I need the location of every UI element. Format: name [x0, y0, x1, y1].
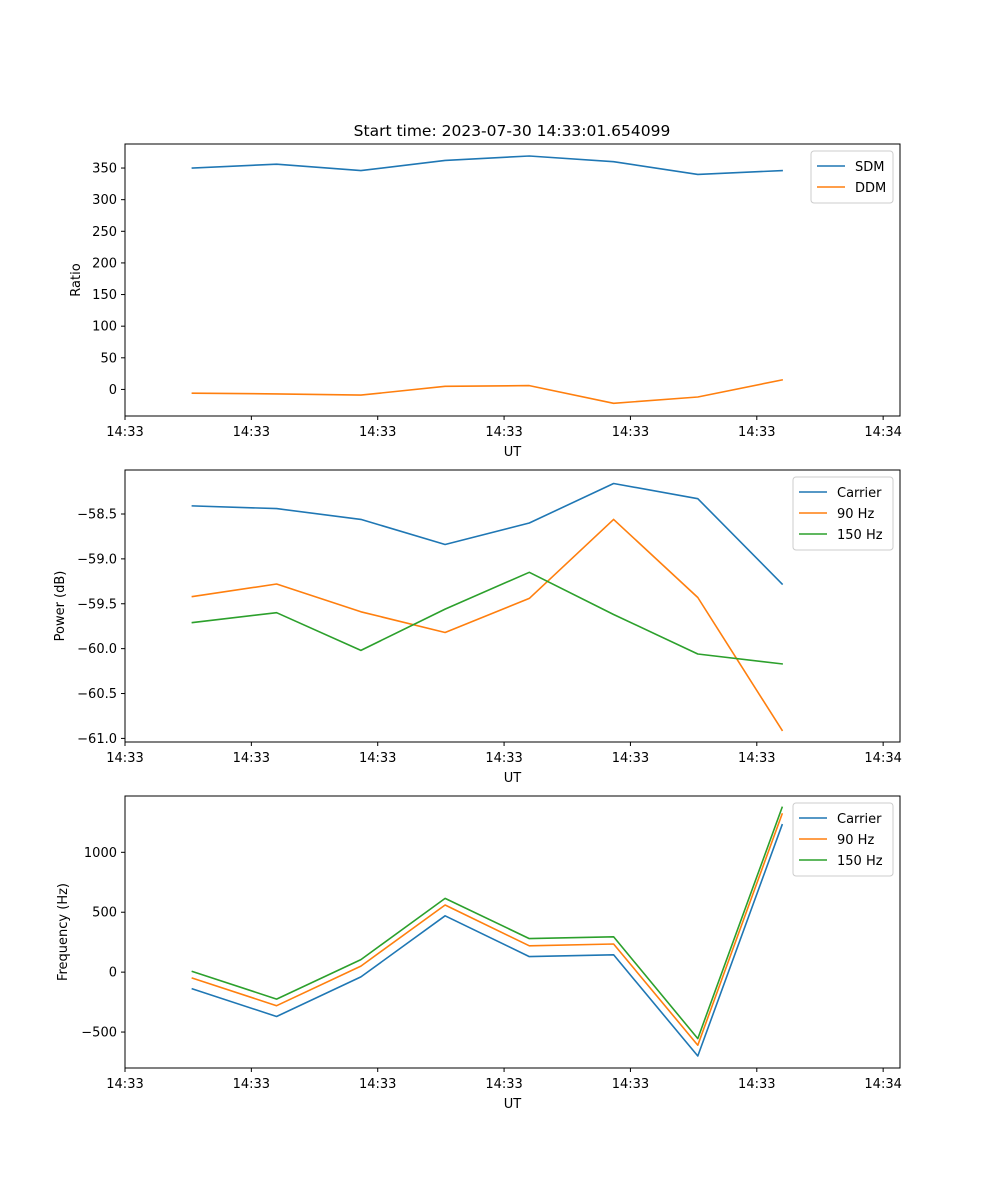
chart-2-legend	[792, 802, 894, 877]
chart-0-ytick-label-0: 0	[109, 383, 117, 398]
chart-0-ytick-label-5: 250	[92, 225, 117, 240]
chart-1-ylabel: Power (dB)	[53, 571, 68, 642]
chart-2-xtick-label-0: 14:33	[106, 1077, 143, 1092]
chart-2-xtick-label-4: 14:33	[612, 1077, 649, 1092]
chart-0-ytick-label-2: 100	[92, 320, 117, 335]
chart-0-ytick-label-4: 200	[92, 256, 117, 271]
chart-0-xtick-label-6: 14:34	[864, 425, 901, 440]
chart-title: Start time: 2023-07-30 14:33:01.654099	[354, 122, 671, 140]
chart-1-xlabel: UT	[504, 771, 522, 786]
chart-0-ytick-label-6: 300	[92, 193, 117, 208]
chart-0-ytick-label-3: 150	[92, 288, 117, 303]
chart-0-legend-label-0: SDM	[855, 160, 884, 175]
chart-1-xtick-label-3: 14:33	[485, 751, 522, 766]
chart-2-xtick-label-2: 14:33	[359, 1077, 396, 1092]
chart-2-series-0-line	[191, 823, 784, 1057]
chart-2-series-1-line	[191, 812, 784, 1046]
chart-1-ytick-label-4: −59.0	[77, 552, 117, 567]
chart-1-series-2-line	[191, 571, 783, 665]
chart-2-ylabel: Frequency (Hz)	[56, 883, 71, 981]
chart-0-legend	[810, 150, 894, 204]
chart-0-ytick-label-7: 350	[92, 162, 117, 177]
ratio-panel: 14:33 14:33 14:33 14:33 14:33 14:33 14:34 0 50 10…	[69, 143, 902, 460]
chart-2-xtick-label-1: 14:33	[233, 1077, 270, 1092]
chart-1-xtick-label-0: 14:33	[106, 751, 143, 766]
chart-1-ytick-label-1: −60.5	[77, 687, 117, 702]
chart-2-ytick-label-0: −500	[81, 1026, 117, 1041]
chart-1-xtick-label-6: 14:34	[864, 751, 901, 766]
chart-2-xtick-label-3: 14:33	[485, 1077, 522, 1092]
chart-1-ytick-label-0: −61.0	[77, 732, 117, 747]
chart-1-ytick-label-3: −59.5	[77, 597, 117, 612]
chart-0-xlabel: UT	[504, 445, 522, 460]
chart-1-series-0-line	[191, 482, 784, 586]
chart-0-xtick-label-5: 14:33	[738, 425, 775, 440]
chart-2-series-2-line	[191, 806, 784, 1040]
chart-2-ytick-label-3: 1000	[84, 846, 117, 861]
chart-2-axes-frame	[124, 795, 901, 1069]
chart-0-axes-frame	[124, 143, 901, 417]
chart-2-ytick-label-2: 500	[92, 906, 117, 921]
frequency-panel: 14:33 14:33 14:33 14:33 14:33 14:33 14:34 −500 0…	[56, 795, 902, 1112]
chart-1-xtick-label-4: 14:33	[612, 751, 649, 766]
chart-1-axes-frame	[124, 469, 901, 743]
chart-1-xtick-label-1: 14:33	[233, 751, 270, 766]
chart-0-ylabel: Ratio	[69, 263, 84, 296]
chart-2-legend-label-2: 150 Hz	[837, 854, 883, 869]
chart-1-legend-label-1: 90 Hz	[837, 507, 874, 522]
chart-1-ytick-label-5: −58.5	[77, 507, 117, 522]
chart-0-ytick-label-1: 50	[100, 351, 117, 366]
chart-0-xtick-label-0: 14:33	[106, 425, 143, 440]
chart-0-xtick-label-3: 14:33	[485, 425, 522, 440]
chart-2-xtick-label-5: 14:33	[738, 1077, 775, 1092]
chart-0-series-1-line	[191, 378, 784, 405]
chart-1-xtick-label-5: 14:33	[738, 751, 775, 766]
chart-0-xtick-label-4: 14:33	[612, 425, 649, 440]
power-panel: 14:33 14:33 14:33 14:33 14:33 14:33 14:34 −61.0…	[53, 469, 902, 786]
chart-0-xtick-label-2: 14:33	[359, 425, 396, 440]
chart-2-legend-label-1: 90 Hz	[837, 833, 874, 848]
chart-2-xtick-label-6: 14:34	[864, 1077, 901, 1092]
chart-0-legend-label-1: DDM	[855, 181, 886, 196]
chart-0-xtick-label-1: 14:33	[233, 425, 270, 440]
chart-1-ytick-label-2: −60.0	[77, 642, 117, 657]
chart-0-series-0-line	[191, 155, 783, 176]
chart-1-legend	[792, 476, 894, 551]
chart-1-legend-label-0: Carrier	[837, 486, 882, 501]
chart-1-xtick-label-2: 14:33	[359, 751, 396, 766]
chart-1-legend-label-2: 150 Hz	[837, 528, 883, 543]
chart-2-ytick-label-1: 0	[109, 966, 117, 981]
chart-2-legend-label-0: Carrier	[837, 812, 882, 827]
chart-2-xlabel: UT	[504, 1097, 522, 1112]
chart-1-series-1-line	[191, 518, 784, 732]
